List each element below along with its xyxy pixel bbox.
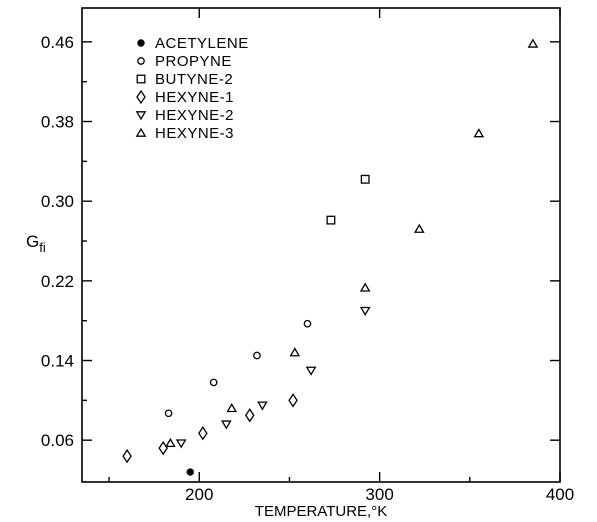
data-point-hexyne-3 (165, 437, 176, 448)
legend-label-butyne-2: BUTYNE-2 (155, 71, 233, 88)
legend-label-propyne: PROPYNE (155, 53, 232, 70)
data-point-hexyne-1 (288, 393, 298, 408)
legend: ACETYLENEPROPYNEBUTYNE-2HEXYNE-1HEXYNE-2… (135, 35, 249, 142)
y-tick-label: 0.38 (41, 113, 74, 132)
legend-marker-hexyne-3 (135, 127, 147, 137)
legend-label-hexyne-2: HEXYNE-2 (155, 107, 234, 124)
x-axis-label: TEMPERATURE,°K (255, 503, 387, 520)
y-tick-label: 0.46 (41, 33, 74, 52)
data-point-hexyne-1 (158, 440, 168, 456)
y-tick-label: 0.22 (41, 272, 74, 291)
x-tick-label: 200 (185, 485, 213, 504)
legend-label-hexyne-1: HEXYNE-1 (155, 89, 234, 106)
legend-marker-acetylene (137, 39, 145, 47)
data-point-hexyne-1 (198, 426, 208, 441)
data-point-hexyne-3 (527, 38, 539, 48)
y-axis-label: Gfi (26, 232, 46, 255)
y-axis-label-main: G (26, 232, 39, 251)
x-tick-label: 400 (546, 485, 574, 504)
data-point-propyne (303, 319, 312, 328)
data-point-hexyne-2 (359, 306, 371, 317)
y-axis-label-subscript: fi (39, 240, 46, 255)
data-point-hexyne-3 (226, 403, 238, 413)
y-tick-label: 0.30 (41, 192, 74, 211)
y-tick-label: 0.14 (41, 352, 74, 371)
data-point-hexyne-3 (289, 347, 301, 357)
legend-marker-propyne (137, 57, 145, 65)
data-point-hexyne-1 (244, 408, 255, 423)
data-point-hexyne-1 (122, 448, 132, 464)
data-point-acetylene (186, 468, 194, 476)
data-point-butyne-2 (360, 174, 370, 184)
x-tick-label: 300 (365, 485, 393, 504)
plot-frame (81, 7, 561, 483)
data-point-hexyne-2 (175, 439, 187, 449)
legend-marker-hexyne-2 (135, 111, 147, 121)
legend-marker-butyne-2 (136, 74, 146, 84)
legend-label-hexyne-3: HEXYNE-3 (155, 125, 234, 142)
data-point-propyne (164, 409, 173, 418)
legend-marker-hexyne-1 (136, 89, 146, 105)
data-points (122, 38, 539, 476)
data-point-hexyne-2 (257, 401, 268, 411)
data-point-hexyne-2 (305, 366, 317, 376)
legend-label-acetylene: ACETYLENE (155, 35, 249, 52)
data-point-propyne (253, 351, 261, 360)
axis-ticks: 0.06 0.14 0.22 0.30 0.38 0.46 200 300 400 (41, 8, 574, 504)
data-point-hexyne-3 (359, 282, 371, 292)
data-point-propyne (209, 378, 218, 387)
data-point-hexyne-3 (473, 128, 485, 138)
y-tick-label: 0.06 (41, 431, 74, 450)
data-point-butyne-2 (326, 215, 336, 225)
data-point-hexyne-2 (220, 420, 232, 430)
data-point-hexyne-3 (413, 223, 425, 233)
